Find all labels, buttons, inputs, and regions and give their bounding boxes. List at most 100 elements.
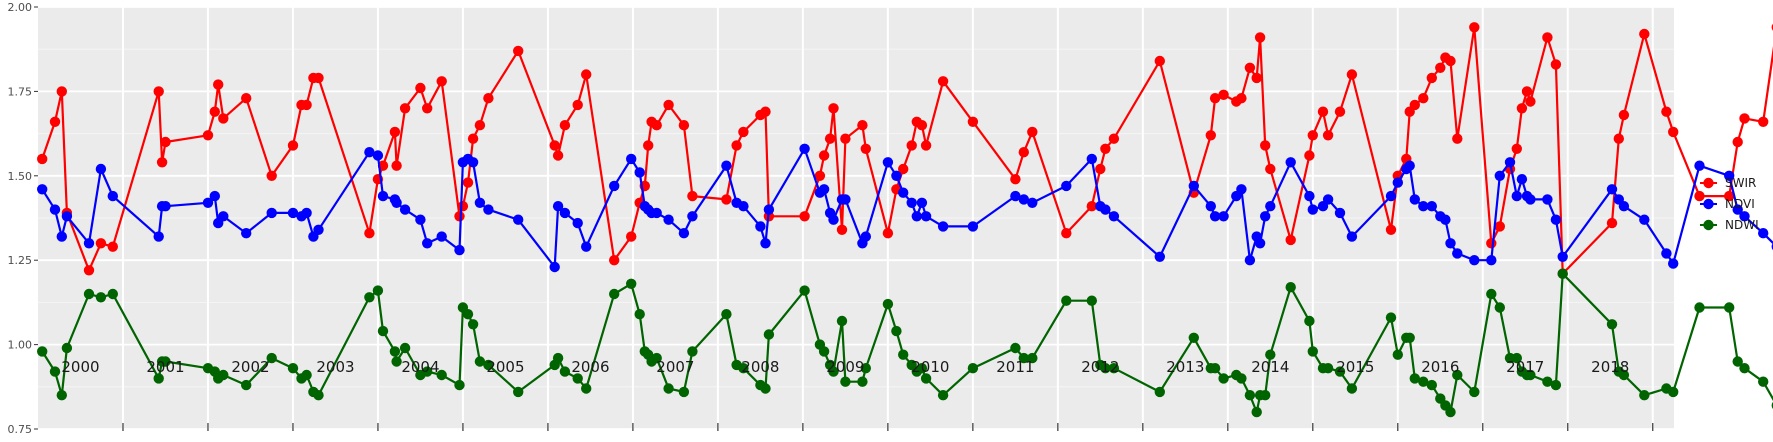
data-point bbox=[1209, 211, 1221, 222]
data-point bbox=[860, 363, 871, 374]
year-label: 2002 bbox=[231, 358, 269, 376]
data-point bbox=[687, 211, 698, 222]
data-point bbox=[840, 194, 851, 205]
data-point bbox=[1027, 352, 1038, 364]
data-point bbox=[1334, 106, 1346, 117]
data-point bbox=[301, 369, 312, 381]
legend-key-point bbox=[1703, 198, 1714, 210]
year-label: 2017 bbox=[1506, 358, 1544, 376]
data-point bbox=[467, 157, 479, 168]
data-point bbox=[156, 157, 168, 168]
data-point bbox=[967, 363, 979, 374]
data-point bbox=[364, 292, 375, 303]
data-point bbox=[1418, 376, 1429, 387]
year-label: 2000 bbox=[61, 358, 99, 376]
data-point bbox=[1445, 406, 1456, 418]
year-label: 2018 bbox=[1591, 358, 1629, 376]
data-point bbox=[1639, 28, 1650, 40]
data-point bbox=[1486, 238, 1497, 249]
data-point bbox=[687, 346, 698, 357]
data-point bbox=[313, 72, 324, 84]
data-point bbox=[1494, 170, 1506, 181]
data-point bbox=[95, 238, 107, 249]
data-point bbox=[609, 255, 620, 266]
data-point bbox=[760, 383, 771, 394]
data-point bbox=[56, 390, 67, 401]
data-point bbox=[49, 116, 61, 128]
data-point bbox=[1618, 201, 1630, 212]
data-point bbox=[83, 238, 95, 249]
data-point bbox=[651, 120, 662, 131]
data-point bbox=[218, 369, 229, 381]
data-point bbox=[474, 120, 486, 131]
data-point bbox=[153, 231, 164, 242]
data-point bbox=[391, 197, 402, 208]
data-point bbox=[209, 106, 220, 117]
data-point bbox=[738, 363, 749, 374]
data-point bbox=[313, 390, 324, 401]
data-point bbox=[1385, 224, 1397, 235]
data-point bbox=[937, 221, 949, 232]
data-point bbox=[1469, 386, 1480, 398]
data-point bbox=[1724, 190, 1735, 202]
data-point bbox=[364, 147, 375, 158]
data-point bbox=[1392, 349, 1404, 360]
data-point bbox=[391, 356, 402, 367]
data-point bbox=[1445, 238, 1456, 249]
y-tick-label: 2.00 bbox=[8, 1, 33, 14]
data-point bbox=[462, 309, 474, 320]
data-point bbox=[1108, 363, 1120, 374]
data-point bbox=[1100, 363, 1111, 374]
y-tick-label: 1.50 bbox=[8, 170, 33, 183]
data-point bbox=[1317, 106, 1329, 117]
data-point bbox=[287, 140, 299, 151]
year-label: 2004 bbox=[401, 358, 439, 376]
data-point bbox=[1346, 69, 1358, 80]
data-point bbox=[389, 126, 401, 138]
data-point bbox=[738, 201, 749, 212]
data-point bbox=[1251, 72, 1262, 84]
data-point bbox=[840, 376, 851, 387]
data-point bbox=[1618, 109, 1630, 121]
data-point bbox=[882, 157, 894, 168]
year-labels: 2000 2001 2002 2003 2004 2005 2006 2007 2008 2009… bbox=[61, 358, 1654, 431]
year-label: 2016 bbox=[1421, 358, 1459, 376]
data-point bbox=[799, 211, 810, 222]
data-point bbox=[1236, 93, 1247, 104]
data-point bbox=[916, 363, 928, 374]
data-point bbox=[1606, 217, 1618, 229]
y-axis: 0.75 1.00 1.25 1.50 1.75 2.00 bbox=[8, 1, 38, 436]
data-point bbox=[1511, 190, 1523, 202]
grid-lines bbox=[38, 6, 1674, 430]
data-point bbox=[1418, 93, 1429, 104]
data-point bbox=[1521, 86, 1533, 97]
data-point bbox=[37, 153, 48, 165]
data-point bbox=[920, 211, 932, 222]
data-point bbox=[836, 224, 848, 235]
data-point bbox=[763, 204, 775, 215]
data-point bbox=[967, 221, 979, 232]
data-point bbox=[49, 204, 61, 215]
data-point bbox=[663, 99, 674, 111]
data-point bbox=[1486, 288, 1497, 300]
data-point bbox=[160, 136, 171, 148]
data-point bbox=[559, 366, 571, 377]
data-point bbox=[1385, 312, 1397, 323]
data-point bbox=[1251, 406, 1262, 418]
legend: SWIR NDVI NDWI bbox=[1700, 176, 1759, 232]
data-point bbox=[1452, 248, 1463, 259]
data-point bbox=[1154, 251, 1166, 262]
data-point bbox=[898, 187, 909, 198]
data-point bbox=[1265, 349, 1276, 360]
data-point bbox=[857, 120, 868, 131]
data-point bbox=[1010, 190, 1021, 202]
data-point bbox=[287, 207, 299, 219]
data-point bbox=[1606, 184, 1618, 195]
data-point bbox=[1205, 130, 1217, 141]
data-point bbox=[1469, 22, 1480, 33]
data-point bbox=[1108, 211, 1120, 222]
year-label: 2001 bbox=[146, 358, 184, 376]
data-point bbox=[1236, 373, 1247, 384]
data-point bbox=[860, 143, 871, 154]
data-point bbox=[513, 45, 524, 57]
